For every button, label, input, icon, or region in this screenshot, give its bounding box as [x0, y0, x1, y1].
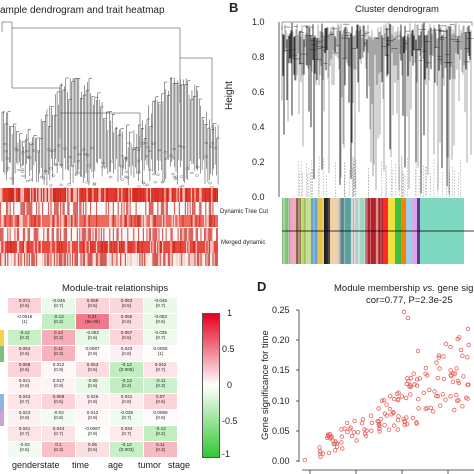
panel-d-title-vs: vs. [422, 283, 435, 294]
heatmap-cell: 0.11 (0.3) [144, 442, 177, 457]
trait-column-labels: gender state time age tumor stage [8, 460, 191, 474]
ytick: 0.6 [252, 87, 265, 97]
heatmap-cell: -0.045 (0.7) [144, 298, 177, 313]
heatmap-cell: -0.03 (0.8) [42, 410, 75, 425]
heatmap-cell: 0.21 (9e-06) [76, 314, 109, 329]
trait-column-label: stage [168, 460, 191, 470]
heatmap-cell: 0.067 (0.5) [110, 330, 143, 345]
heatmap-cell: -0.035 (0.7) [144, 330, 177, 345]
heatmap-cell: 0.053 (0.6) [76, 362, 109, 377]
heatmap-cell: -0.13 (0.2) [42, 314, 75, 329]
heatmap-cell: -0.12 (0.003) [110, 442, 143, 457]
cluster-dendrogram [278, 21, 474, 197]
heatmap-cell: 0.012 (0.9) [76, 410, 109, 425]
heatmap-cell: -0.13 (0.006) [110, 362, 143, 377]
heatmap-cell: 0.068 (0.5) [76, 298, 109, 313]
trait-column-label: gender [12, 460, 41, 470]
row-label-dynamic: Dynamic Tree Cut [220, 209, 269, 215]
heatmap-cell: -0.13 (0.2) [110, 378, 143, 393]
trait-column-label: state [40, 460, 60, 470]
heatmap-cell: 0.017 (0.9) [42, 378, 75, 393]
panel-d-letter: D [257, 279, 267, 294]
heatmap-cell: 0.0055 (1) [153, 346, 168, 357]
heatmap-cell: -0.03 (0.5) [8, 442, 41, 457]
heatmap-cell: 0.0087 (0.9) [85, 346, 100, 357]
panel-c-title: Module-trait relationships [62, 283, 169, 294]
heatmap-cell: 0.12 (0.3) [42, 346, 75, 361]
panel-b-ylabel: Height [224, 81, 235, 110]
panel-d-title-prefix: Module membership [334, 283, 421, 294]
heatmap-cell: -0.052 (0.6) [144, 314, 177, 329]
colorbar-tick: 0.5 [222, 344, 235, 354]
colorbar [202, 313, 220, 458]
heatmap-cell: 0.012 (0.9) [42, 362, 75, 377]
module-trait-heatmap: 0.071 (0.5) -0.045 (0.7) 0.068 (0.5) 0.063 … [8, 298, 178, 458]
colorbar-tick: -1 [222, 449, 231, 459]
panel-d-ylabel: Gene significance for time [260, 330, 271, 440]
ytick: 0.2 [252, 157, 265, 167]
heatmap-cell: -0.12 (0.3) [8, 330, 41, 345]
heatmap-cell: -0.11 (0.3) [144, 378, 177, 393]
heatmap-cell: 0.023 (0.8) [8, 410, 41, 425]
trait-column-label: tumor [138, 460, 162, 470]
heatmap-cell: -0.052 (0.6) [76, 330, 109, 345]
module-color-strip [0, 298, 5, 458]
heatmap-cell: 0.07 (0.5) [144, 394, 177, 409]
ytick: 0.15 [272, 365, 290, 375]
sample-dendrogram [1, 21, 220, 188]
heatmap-cell: -0.0016 (1) [16, 314, 33, 325]
ytick: 0.05 [272, 426, 290, 436]
ytick: 0.00 [272, 456, 290, 466]
heatmap-cell: 0.13 (0.2) [42, 330, 75, 345]
heatmap-cell: 0.034 (0.7) [110, 426, 143, 441]
heatmap-cell: 0.031 (0.8) [110, 394, 143, 409]
heatmap-cell: 0.044 (0.7) [42, 426, 75, 441]
colorbar-tick: 0 [227, 380, 233, 390]
panel-d-title: Module membership vs. gene sig [334, 283, 473, 294]
heatmap-cell: 0.069 (0.5) [42, 394, 75, 409]
heatmap-cell: -0.035 (0.7) [110, 410, 143, 425]
heatmap-cell: 0.043 (0.7) [8, 394, 41, 409]
trait-column-label: age [108, 460, 124, 470]
ytick: 0.8 [252, 52, 265, 62]
ytick: 0.10 [272, 396, 290, 406]
heatmap-cell: 0.023 (0.8) [110, 346, 143, 361]
heatmap-cell: 0.054 (0.6) [8, 346, 41, 361]
heatmap-cell: 0.026 (0.8) [76, 394, 109, 409]
ytick: 0.20 [272, 335, 290, 345]
colorbar-tick: 1 [227, 308, 233, 318]
heatmap-cell: -0.05 (0.6) [76, 378, 109, 393]
trait-heatmap [0, 188, 218, 266]
heatmap-cell: -0.13 (0.2) [144, 426, 177, 441]
heatmap-cell: 0.069 (0.5) [8, 362, 41, 377]
row-label-merged: Merged dynamic [221, 240, 266, 246]
heatmap-cell: 0.021 (0.8) [8, 378, 41, 393]
heatmap-cell: 0.063 (0.5) [110, 298, 143, 313]
heatmap-cell: 0.05 (0.6) [76, 442, 109, 457]
ytick: 0.0 [252, 192, 265, 202]
colorbar-tick: -0.5 [222, 416, 238, 426]
panel-b-letter: B [229, 0, 239, 15]
heatmap-cell: 0.1 (0.3) [42, 442, 75, 457]
heatmap-cell: 0.0099 (0.9) [144, 410, 177, 425]
heatmap-cell: 0.055 (0.6) [110, 314, 143, 329]
heatmap-cell: 0.042 (0.7) [144, 362, 177, 377]
heatmap-cell: -0.045 (0.7) [42, 298, 75, 313]
ytick: 0.4 [252, 122, 265, 132]
module-color-bar [282, 198, 474, 264]
ytick: 0.25 [272, 305, 290, 315]
panel-d-title-suffix: gene sig [437, 283, 474, 294]
heatmap-cell: 0.071 (0.5) [8, 298, 41, 313]
panel-d-subtitle: cor=0.77, P=2.3e-25 [366, 295, 453, 306]
panel-b-title: Cluster dendrogram [355, 4, 439, 15]
heatmap-cell: -0.0087 (0.9) [84, 426, 101, 437]
gene-scatter-plot [296, 309, 474, 474]
panel-a-title: ample dendrogram and trait heatmap [0, 5, 165, 16]
heatmap-cell: 0.041 (0.7) [8, 426, 41, 441]
ytick: 1.0 [252, 17, 265, 27]
trait-column-label: time [72, 460, 90, 470]
